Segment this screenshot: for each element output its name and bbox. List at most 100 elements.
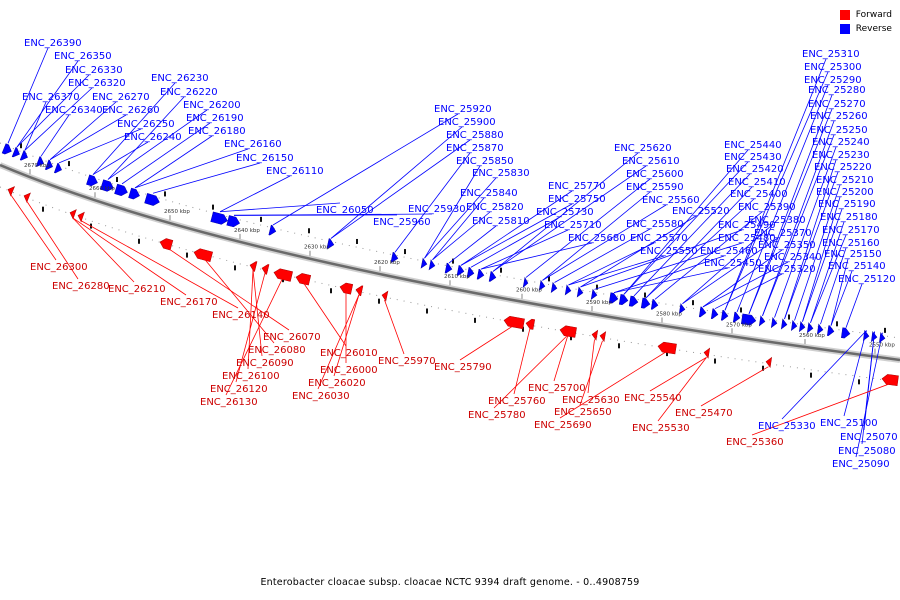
reverse-gene-label: ENC_25160 — [822, 238, 880, 249]
forward-gene — [339, 282, 354, 295]
tick-mark-reverse — [356, 238, 358, 244]
reverse-gene — [780, 318, 788, 330]
reverse-leader-line — [682, 224, 773, 304]
reverse-gene — [226, 215, 240, 228]
reverse-leader-line — [16, 60, 79, 148]
forward-gene-label: ENC_26210 — [108, 284, 166, 295]
reverse-gene-label: ENC_25440 — [724, 140, 782, 151]
reverse-leader-line — [645, 198, 755, 299]
forward-leader-line — [247, 270, 254, 370]
forward-leader-line — [317, 294, 360, 390]
reverse-gene — [564, 284, 572, 296]
forward-leader-line — [553, 334, 569, 382]
forward-leader-line — [700, 366, 769, 407]
kbp-tick-label: 2560 kbp — [799, 333, 825, 339]
reverse-gene-label: ENC_26320 — [68, 78, 126, 89]
reverse-gene-label: ENC_25150 — [824, 249, 882, 260]
reverse-gene-label: ENC_25580 — [626, 219, 684, 230]
kbp-tick-label: 2650 kbp — [164, 209, 190, 215]
reverse-leader-line — [784, 171, 839, 320]
reverse-gene-label: ENC_25100 — [820, 418, 878, 429]
forward-gene — [381, 290, 389, 302]
reverse-leader-line — [654, 211, 763, 300]
forward-leader-line — [165, 246, 290, 331]
reverse-gene — [740, 313, 757, 326]
forward-gene-label: ENC_26300 — [30, 262, 88, 273]
reverse-gene — [732, 311, 741, 323]
reverse-leader-line — [736, 84, 829, 313]
reverse-gene — [144, 193, 160, 206]
reverse-gene-label: ENC_26270 — [92, 92, 150, 103]
label-layer: 2670 kbp 2660 kbp 2650 kbp 2640 kbp 2630 kbp… — [22, 38, 898, 470]
legend-forward-label: Forward — [855, 10, 892, 20]
forward-gene — [261, 264, 270, 275]
reverse-gene-label: ENC_26200 — [183, 100, 241, 111]
reverse-gene — [720, 309, 729, 321]
reverse-leader-line — [134, 148, 249, 189]
tick-mark-forward — [426, 308, 428, 314]
reverse-leader-line — [542, 191, 651, 281]
reverse-leader-line — [830, 258, 849, 326]
tick-mark-reverse — [404, 249, 406, 255]
leader-layer — [7, 47, 891, 458]
forward-gene-label: ENC_26120 — [210, 384, 268, 395]
reverse-gene-label: ENC_25330 — [758, 421, 816, 432]
forward-leader-line — [751, 383, 891, 436]
forward-gene — [69, 209, 77, 220]
tick-mark-reverse — [20, 143, 22, 149]
reverse-gene-label: ENC_25090 — [832, 459, 890, 470]
legend: Forward Reverse — [839, 8, 892, 36]
reverse-gene-label: ENC_25320 — [758, 264, 816, 275]
reverse-gene — [35, 156, 44, 167]
reverse-leader-line — [272, 113, 459, 226]
reverse-gene — [710, 308, 719, 320]
tick-mark-forward — [714, 358, 716, 364]
reverse-leader-line — [49, 101, 117, 160]
forward-gene — [591, 329, 599, 341]
reverse-leader-line — [724, 58, 827, 311]
reverse-gene — [827, 325, 835, 336]
reverse-gene-label: ENC_25480 — [718, 233, 776, 244]
reverse-leader-line — [92, 141, 149, 175]
reverse-leader-line — [542, 204, 667, 281]
reverse-leader-line — [492, 152, 639, 272]
forward-leader-line — [579, 340, 603, 406]
reverse-gene — [19, 150, 28, 161]
reverse-leader-line — [714, 273, 783, 310]
tick-mark-reverse — [836, 321, 838, 327]
kbp-tick-label: 2590 kbp — [586, 300, 612, 306]
reverse-gene-label: ENC_25290 — [804, 75, 862, 86]
reverse-gene — [44, 159, 53, 170]
reverse-gene-label: ENC_25850 — [456, 156, 514, 167]
reverse-gene-label: ENC_25230 — [812, 150, 870, 161]
reverse-gene-label: ENC_26110 — [266, 166, 324, 177]
reverse-gene-label: ENC_25140 — [828, 261, 886, 272]
forward-gene-label: ENC_26090 — [236, 358, 294, 369]
reverse-leader-line — [762, 120, 835, 316]
tick-mark-forward — [138, 238, 140, 244]
forward-leader-line — [225, 277, 284, 396]
reverse-gene-label: ENC_25170 — [822, 225, 880, 236]
forward-gene-label: ENC_25470 — [675, 408, 733, 419]
reverse-leader-line — [121, 122, 211, 185]
reverse-leader-line — [92, 82, 176, 175]
reverse-gene-label: ENC_25420 — [726, 164, 784, 175]
reverse-gene-label: ENC_25730 — [536, 207, 594, 218]
forward-gene-label: ENC_25540 — [624, 393, 682, 404]
reverse-leader-line — [830, 270, 853, 326]
reverse-gene-label: ENC_25750 — [548, 194, 606, 205]
reverse-leader-line — [107, 96, 185, 180]
reverse-gene-label: ENC_25880 — [446, 130, 504, 141]
forward-leader-line — [587, 339, 595, 394]
reverse-gene — [488, 271, 497, 282]
reverse-gene — [816, 323, 824, 335]
reverse-gene-label: ENC_25710 — [544, 220, 602, 231]
reverse-leader-line — [762, 134, 835, 316]
reverse-gene-label: ENC_25570 — [630, 233, 688, 244]
tick-mark-forward — [618, 343, 620, 349]
forward-gene — [881, 374, 899, 387]
tick-mark-forward — [42, 206, 44, 212]
reverse-gene — [428, 259, 436, 271]
reverse-gene-label: ENC_25450 — [704, 258, 762, 269]
